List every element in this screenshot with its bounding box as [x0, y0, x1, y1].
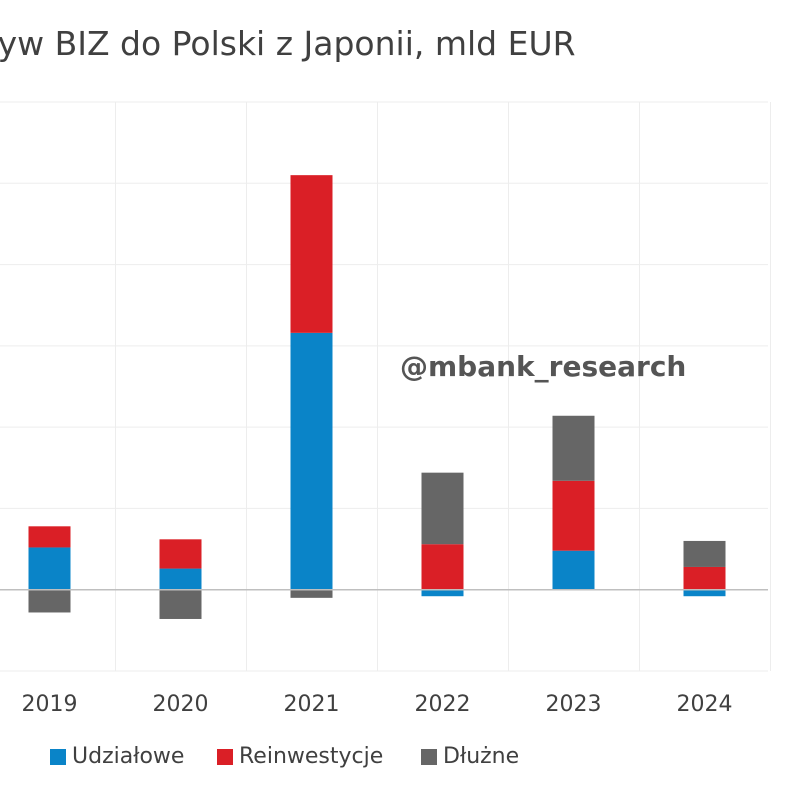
- bar-reinwestycje-2020: [159, 539, 202, 569]
- legend-swatch: [217, 748, 233, 765]
- legend-item-reinwestycje: Reinwestycje: [217, 744, 383, 769]
- x-tick-label: 2020: [153, 692, 209, 717]
- bar-dluzne-2023: [552, 415, 595, 481]
- bar-udzialowe-2019: [28, 547, 71, 590]
- watermark: @mbank_research: [400, 350, 687, 383]
- bar-dluzne-2019: [28, 589, 71, 613]
- bar-reinwestycje-2022: [421, 544, 464, 590]
- legend-item-udzialowe: Udziałowe: [50, 744, 184, 769]
- bar-udzialowe-2023: [552, 550, 595, 590]
- x-tick-label: 2022: [415, 692, 471, 717]
- legend-swatch: [421, 748, 437, 765]
- legend-label: Dłużne: [443, 744, 520, 769]
- bar-reinwestycje-2021: [290, 175, 333, 333]
- chart-title-text: ryw BIZ do Polski z Japonii, mld EUR: [0, 24, 576, 63]
- x-tick-label: 2024: [677, 692, 733, 717]
- bar-udzialowe-2024: [683, 589, 726, 597]
- legend: Udziałowe Reinwestycje Dłużne: [0, 744, 800, 776]
- x-tick-label: 2023: [546, 692, 602, 717]
- legend-item-dluzne: Dłużne: [421, 744, 519, 769]
- bar-udzialowe-2020: [159, 568, 202, 590]
- bar-udzialowe-2021: [290, 332, 333, 590]
- bar-reinwestycje-2024: [683, 566, 726, 590]
- x-tick-label: 2021: [284, 692, 340, 717]
- bar-dluzne-2024: [683, 540, 726, 567]
- x-tick-label: 2019: [22, 692, 78, 717]
- bar-udzialowe-2022: [421, 589, 464, 597]
- bar-dluzne-2022: [421, 472, 464, 545]
- legend-label: Udziałowe: [72, 744, 185, 769]
- bar-reinwestycje-2023: [552, 480, 595, 551]
- bar-dluzne-2021: [290, 589, 333, 598]
- chart-title: ryw BIZ do Polski z Japonii, mld EUR: [0, 24, 800, 68]
- legend-label: Reinwestycje: [239, 744, 384, 769]
- bar-dluzne-2020: [159, 589, 202, 619]
- legend-swatch: [50, 748, 66, 765]
- bar-reinwestycje-2019: [28, 526, 71, 548]
